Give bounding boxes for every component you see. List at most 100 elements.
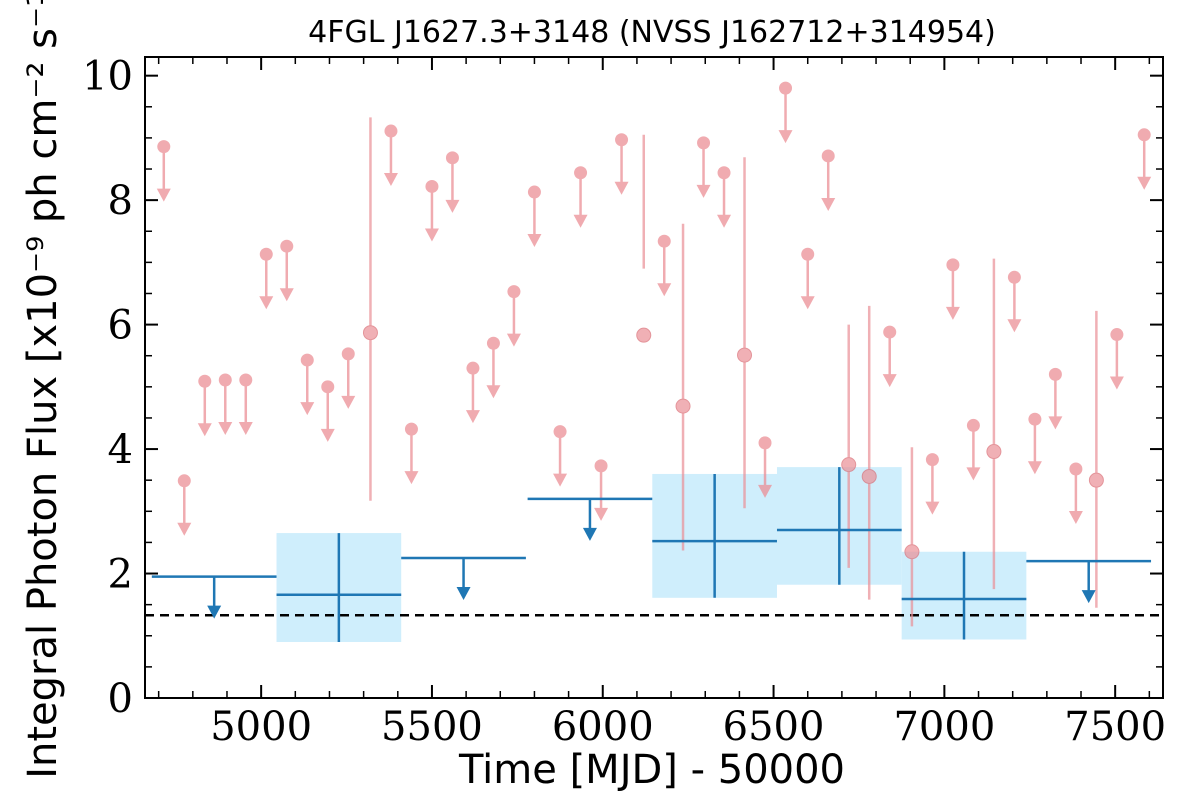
upper-limit-arrowhead [821, 197, 836, 211]
y-tick-label: 10 [82, 54, 133, 100]
y-tick-label: 2 [108, 552, 133, 598]
upper-limit-arrowhead [778, 130, 793, 144]
short-bin-detection [362, 117, 378, 501]
upper-limit-arrowhead [1109, 376, 1124, 390]
upper-limit-arrowhead [800, 296, 815, 310]
upper-limit-arrowhead [404, 471, 419, 485]
short-bin-upper-limit [527, 185, 542, 248]
short-bin-detection [841, 324, 857, 568]
upper-limit-marker [801, 247, 815, 261]
short-bin-upper-limit [1027, 412, 1042, 475]
short-bin-upper-limit [800, 247, 815, 310]
short-bin-upper-limit [445, 151, 460, 213]
upper-limit-arrowhead [197, 423, 212, 437]
upper-limit-arrowhead [218, 421, 233, 435]
short-bin-upper-limit [945, 258, 960, 320]
short-bin-upper-limit [156, 140, 171, 202]
upper-limit-marker [553, 425, 567, 439]
upper-limit-arrowhead [1068, 510, 1083, 524]
short-bin-detection [861, 305, 877, 600]
short-bin-upper-limit [177, 474, 192, 536]
upper-limit-marker [779, 81, 793, 95]
short-bin-detection [1088, 310, 1104, 608]
plot-frame [144, 56, 1164, 699]
upper-limit-arrowhead [1027, 461, 1042, 475]
short-bin-upper-limit [383, 124, 398, 187]
x-axis-label: Time [MJD] - 50000 [458, 747, 845, 793]
short-bin-upper-limit [424, 179, 439, 242]
short-bin-upper-limit [1068, 462, 1083, 524]
upper-limit-marker [821, 149, 835, 163]
upper-limit-marker [615, 133, 629, 147]
upper-limit-marker [218, 373, 232, 387]
detection-marker [1088, 472, 1104, 488]
upper-limit-marker [466, 361, 480, 375]
detection-marker [362, 325, 378, 341]
upper-limit-marker [157, 140, 171, 154]
upper-limit-marker [384, 124, 398, 138]
upper-limit-arrowhead [424, 228, 439, 242]
upper-limit-marker [1007, 270, 1021, 284]
x-tick-label: 6500 [723, 704, 825, 750]
detection-marker [904, 544, 920, 560]
upper-limit-arrowhead [657, 283, 672, 297]
upper-limit-arrowhead [279, 288, 294, 302]
short-bin-upper-limit [1048, 367, 1063, 430]
upper-limit-arrowhead [573, 214, 588, 228]
long-bin-upper-limit [1026, 559, 1152, 604]
short-bin-upper-limit [778, 81, 793, 144]
upper-limit-arrowhead [527, 234, 542, 248]
short-bin-upper-limit [657, 234, 672, 297]
short-bin-upper-limit [573, 166, 588, 228]
upper-limit-arrowhead [156, 188, 171, 202]
upper-limit-arrowhead [445, 199, 460, 213]
upper-limit-marker [300, 353, 314, 367]
long-bin-upper-limit [527, 497, 653, 541]
detection-marker [636, 327, 652, 343]
detection-marker [986, 444, 1002, 460]
upper-limit-arrowhead [696, 184, 711, 198]
upper-limit-marker [486, 336, 500, 350]
short-bin-upper-limit [1137, 128, 1152, 190]
short-bin-upper-limit [614, 133, 629, 195]
upper-limit-arrowhead [945, 306, 960, 320]
short-bin-upper-limit [966, 418, 981, 481]
upper-limit-marker [594, 459, 608, 473]
upper-limit-arrowhead [300, 402, 315, 416]
upper-limit-marker [341, 347, 355, 361]
short-bin-upper-limit [320, 380, 335, 442]
upper-limit-marker [280, 239, 294, 253]
upper-limit-arrowhead [341, 395, 356, 409]
long-bin-limit-arrowhead [456, 586, 471, 600]
upper-limit-marker [1069, 462, 1083, 476]
upper-limit-marker [717, 166, 731, 180]
y-axis-label: Integral Photon Flux [x10⁻⁹ ph cm⁻² s⁻¹] [20, 0, 66, 779]
upper-limit-marker [321, 380, 335, 394]
upper-limit-arrowhead [966, 467, 981, 481]
upper-limit-marker [966, 418, 980, 432]
y-tick-label: 6 [108, 303, 133, 349]
upper-limit-marker [425, 179, 439, 193]
short-bin-upper-limit [300, 353, 315, 416]
long-bin-upper-limit [151, 575, 277, 619]
upper-limit-arrowhead [717, 214, 732, 228]
upper-limit-arrowhead [486, 385, 501, 399]
long-bin-detection [901, 551, 1027, 640]
upper-limit-arrowhead [1137, 176, 1152, 190]
upper-limit-arrowhead [553, 473, 568, 487]
upper-limit-marker [946, 258, 960, 272]
upper-limit-marker [507, 285, 521, 299]
upper-limit-marker [527, 185, 541, 199]
upper-limit-arrowhead [259, 296, 274, 310]
upper-limit-marker [1048, 367, 1062, 381]
short-bin-upper-limit [1007, 270, 1022, 333]
short-bin-upper-limit [925, 453, 940, 515]
y-tick-label: 4 [108, 427, 133, 473]
short-bin-upper-limit [506, 285, 521, 347]
short-bin-upper-limit [341, 347, 356, 409]
x-tick-label: 5500 [381, 704, 483, 750]
short-bin-upper-limit [594, 459, 609, 521]
short-bin-detection [986, 258, 1002, 590]
long-bin-detection [776, 467, 902, 585]
